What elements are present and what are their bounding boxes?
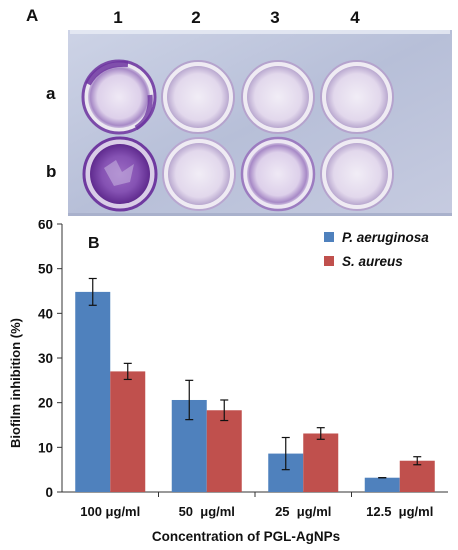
well-plate-image [68,30,452,216]
error-bar [88,277,97,306]
error-bar [413,456,422,466]
bar-s-aureus [206,410,242,492]
error-bar [185,379,194,421]
y-tick-label: 0 [45,485,53,500]
well-a4 [320,60,394,134]
y-tick-label: 30 [38,351,53,366]
well-b1 [82,136,158,212]
y-tick-label: 50 [38,262,53,277]
y-tick-label: 40 [38,306,53,321]
bar-p-aeruginosa [75,291,111,492]
well-b2 [162,137,236,211]
bar-p-aeruginosa [364,477,400,492]
y-axis-title: Biofilm inhibition (%) [8,318,23,448]
y-tick-label: 20 [38,396,53,411]
error-bar [123,362,132,381]
legend-label: P. aeruginosa [342,230,429,245]
well-a2 [161,60,235,134]
legend: P. aeruginosa S. aureus [324,230,429,269]
x-tick-label: 50 μg/ml [179,504,235,519]
panel-a-label: A [26,6,39,25]
error-bar [220,399,229,422]
row-label-b: b [46,162,57,181]
legend-swatch [324,256,334,266]
well-b3 [240,136,316,212]
x-axis: 100 μg/ml 50 μg/ml 25 μg/ml 12.5 μg/ml [62,491,448,519]
column-label-3: 3 [270,8,280,27]
error-bar [281,436,290,471]
error-bar [316,427,325,440]
legend-swatch [324,232,334,242]
well-b4 [320,137,394,211]
bars-group [75,277,435,492]
y-tick-label: 60 [38,220,53,232]
well-a1 [81,59,157,135]
y-tick-label: 10 [38,440,53,455]
bar-s-aureus [110,371,146,492]
column-label-2: 2 [191,8,201,27]
bar-s-aureus [399,460,435,492]
well-a3 [241,60,315,134]
x-tick-label: 12.5 μg/ml [366,504,433,519]
x-axis-title: Concentration of PGL-AgNPs [152,529,340,544]
legend-label: S. aureus [342,254,403,269]
panel-b-label: B [88,235,100,252]
column-label-4: 4 [350,8,360,27]
x-tick-label: 100 μg/ml [80,504,140,519]
y-axis: 0 10 20 30 40 50 60 [38,220,63,500]
column-label-1: 1 [113,8,123,27]
bar-s-aureus [303,433,339,492]
row-label-a: a [46,84,56,103]
x-tick-label: 25 μg/ml [275,504,331,519]
